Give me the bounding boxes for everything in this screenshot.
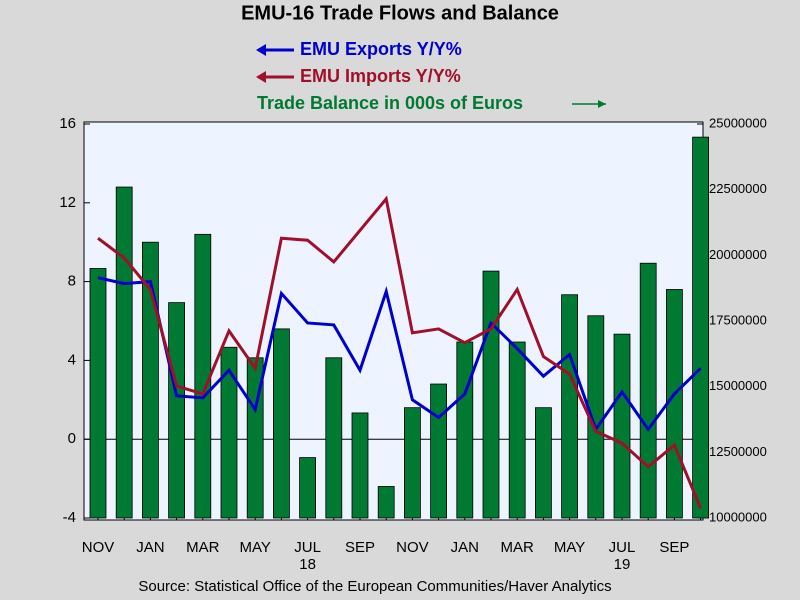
x-tick-label: SEP <box>659 539 689 556</box>
y-tick-label: -4 <box>63 509 76 526</box>
y-tick-label: 8 <box>68 273 76 290</box>
legend-arrowhead <box>256 71 266 83</box>
bar <box>141 241 159 519</box>
legend-label: Trade Balance in 000s of Euros <box>257 93 523 113</box>
y2-tick-label: 25000000 <box>709 115 767 130</box>
bar <box>639 262 657 519</box>
bar <box>168 302 186 519</box>
bar <box>89 268 107 519</box>
x-tick-label: JAN <box>136 539 164 556</box>
bar <box>299 457 317 519</box>
x-tick-label: NOV <box>82 539 115 556</box>
source: Source: Statistical Office of the Europe… <box>138 578 611 595</box>
bar <box>272 328 290 519</box>
x-tick-label: MAY <box>239 539 270 556</box>
year-label: 19 <box>614 556 631 573</box>
bar <box>535 407 552 519</box>
y2-tick-label: 12500000 <box>709 444 767 459</box>
x-tick-label: NOV <box>396 539 429 556</box>
x-tick-label: SEP <box>345 539 375 556</box>
bar <box>115 186 133 519</box>
year-label: 18 <box>299 556 316 573</box>
line <box>97 195 702 509</box>
bar <box>482 270 500 519</box>
bar <box>692 136 709 519</box>
y2-tick-label: 20000000 <box>709 247 767 262</box>
x-tick-label: JUL <box>294 539 321 556</box>
bar <box>456 341 474 519</box>
bar <box>194 233 212 519</box>
legend-arrowhead <box>598 100 606 108</box>
y-tick-label: 0 <box>68 430 76 447</box>
y-tick-label: 12 <box>59 194 76 211</box>
x-tick-label: MAR <box>186 539 220 556</box>
y2-tick-label: 15000000 <box>709 378 767 393</box>
bar <box>403 407 421 519</box>
y2-tick-label: 10000000 <box>709 509 767 524</box>
bar <box>613 333 631 519</box>
bar <box>377 486 395 519</box>
bar <box>220 346 238 519</box>
bar <box>351 412 369 519</box>
y-tick-label: 4 <box>68 351 76 368</box>
legend-arrowhead <box>256 44 266 56</box>
x-tick-label: MAY <box>554 539 585 556</box>
chart-title: EMU-16 Trade Flows and Balance <box>241 2 559 24</box>
bar <box>325 357 343 519</box>
x-tick-label: JAN <box>451 539 479 556</box>
bar <box>561 294 578 519</box>
y2-tick-label: 17500000 <box>709 312 767 327</box>
legend-label: EMU Exports Y/Y% <box>300 39 462 59</box>
bar <box>508 341 526 519</box>
line <box>97 276 702 433</box>
legend-label: EMU Imports Y/Y% <box>300 66 461 86</box>
y2-tick-label: 22500000 <box>709 181 767 196</box>
x-tick-label: MAR <box>501 539 535 556</box>
y-tick-label: 16 <box>59 115 76 132</box>
bar <box>430 383 448 519</box>
x-tick-label: JUL <box>609 539 636 556</box>
